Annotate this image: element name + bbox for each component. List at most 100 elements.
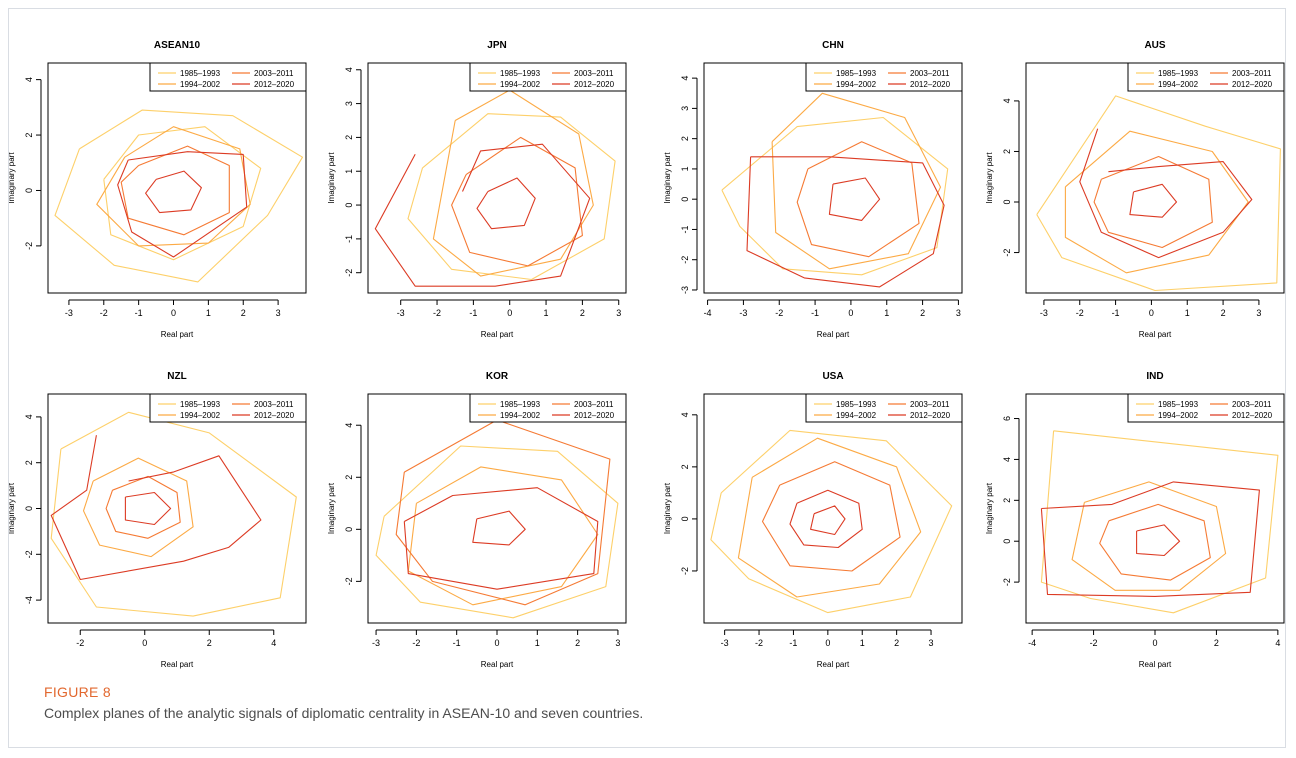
x-tick-label: 0 <box>494 638 499 648</box>
y-axis-label: Imaginary part <box>663 482 672 534</box>
series-line-2 <box>1099 503 1211 581</box>
x-tick-label: -1 <box>453 638 461 648</box>
legend-box <box>469 393 627 423</box>
x-axis-label: Real part <box>817 330 850 339</box>
y-tick-label: 2 <box>1002 498 1012 503</box>
legend-label: 2012–2020 <box>910 411 951 420</box>
y-tick-label: 3 <box>680 106 690 111</box>
series-line-1 <box>1064 130 1249 274</box>
y-tick-label: 3 <box>344 101 354 106</box>
y-tick-label: -4 <box>24 596 34 604</box>
x-tick-label: -4 <box>1028 638 1036 648</box>
series-line-0 <box>721 116 949 276</box>
x-tick-label: 0 <box>142 638 147 648</box>
y-tick-label: 4 <box>24 77 34 82</box>
chart-panel-kor: KOR -3 -2 -1 0 1 2 3 -2 0 2 4 Real part Imaginary par… <box>327 371 627 669</box>
legend-label: 1985–1993 <box>500 400 541 409</box>
legend-label: 2012–2020 <box>574 411 615 420</box>
series-line-3 <box>1040 481 1260 597</box>
chart-panel-usa: USA -3 -2 -1 0 1 2 3 -2 0 2 4 Real part Imaginary par… <box>663 371 963 669</box>
legend-label: 2003–2011 <box>1232 400 1272 409</box>
legend-box <box>149 393 307 423</box>
series-line-4 <box>1129 183 1178 218</box>
x-axis-label: Real part <box>161 330 194 339</box>
legend-label: 2012–2020 <box>254 411 295 420</box>
legend: 1985–1993 2003–2011 1994–2002 2012–2020 <box>149 62 307 92</box>
x-tick-label: 1 <box>544 308 549 318</box>
legend-label: 2012–2020 <box>574 80 615 89</box>
legend: 1985–1993 2003–2011 1994–2002 2012–2020 <box>805 62 963 92</box>
x-tick-label: 1 <box>860 638 865 648</box>
x-tick-label: -2 <box>755 638 763 648</box>
x-tick-label: -1 <box>1112 308 1120 318</box>
y-tick-label: 4 <box>344 423 354 428</box>
figure-caption: Complex planes of the analytic signals o… <box>44 705 644 721</box>
legend-label: 1994–2002 <box>1158 411 1199 420</box>
legend-label: 1985–1993 <box>836 69 877 78</box>
legend-label: 2003–2011 <box>574 400 614 409</box>
series-line-1 <box>1071 481 1227 591</box>
series-line-4 <box>472 510 526 546</box>
x-tick-label: 3 <box>616 308 621 318</box>
legend-label: 2012–2020 <box>910 80 951 89</box>
x-tick-label: 1 <box>535 638 540 648</box>
legend-label: 1985–1993 <box>1158 400 1199 409</box>
y-tick-label: 0 <box>344 203 354 208</box>
x-axis-label: Real part <box>481 660 514 669</box>
series-line-1 <box>407 466 599 606</box>
y-tick-label: 0 <box>344 527 354 532</box>
legend-box <box>805 393 963 423</box>
x-tick-label: -4 <box>704 308 712 318</box>
series-line-3 <box>746 156 945 288</box>
chart-title: KOR <box>486 371 509 382</box>
y-tick-label: -2 <box>1002 578 1012 586</box>
legend-label: 2012–2020 <box>1232 411 1273 420</box>
legend-label: 1994–2002 <box>836 80 877 89</box>
y-tick-label: 1 <box>344 169 354 174</box>
y-tick-label: 0 <box>680 516 690 521</box>
y-tick-label: -1 <box>680 225 690 233</box>
chart-title: JPN <box>487 40 506 51</box>
series-line-3 <box>403 487 599 590</box>
chart-title: IND <box>1146 371 1163 382</box>
chart-panel-jpn: JPN -3 -2 -1 0 1 2 3 -2 -1 0 1 2 3 4 Real part Imaginary… <box>327 40 627 339</box>
chart-panel-ind: IND -4 -2 0 2 4 -2 0 2 4 6 Real part Imaginary part 1… <box>985 371 1285 669</box>
series-line-1 <box>737 437 922 598</box>
y-tick-label: 0 <box>1002 200 1012 205</box>
x-tick-label: -1 <box>789 638 797 648</box>
legend-box <box>805 62 963 92</box>
x-tick-label: 0 <box>507 308 512 318</box>
x-tick-label: -2 <box>100 308 108 318</box>
series-line-2 <box>796 141 920 258</box>
x-tick-label: 1 <box>884 308 889 318</box>
x-tick-label: 2 <box>920 308 925 318</box>
y-tick-label: 4 <box>680 76 690 81</box>
legend-label: 1985–1993 <box>836 400 877 409</box>
chart-title: ASEAN10 <box>154 40 201 51</box>
legend-box <box>149 62 307 92</box>
series-line-1 <box>103 126 262 261</box>
x-tick-label: 0 <box>825 638 830 648</box>
y-tick-label: -1 <box>344 235 354 243</box>
series-line-4 <box>476 177 536 230</box>
x-tick-label: 0 <box>1149 308 1154 318</box>
chart-panel-asean10: ASEAN10 -3 -2 -1 0 1 2 3 -2 0 2 4 Real part Imaginary… <box>9 40 307 339</box>
x-tick-label: 0 <box>1152 638 1157 648</box>
x-tick-label: -2 <box>1076 308 1084 318</box>
legend-label: 1994–2002 <box>180 411 221 420</box>
x-tick-label: -2 <box>412 638 420 648</box>
y-axis-label: Imaginary part <box>985 482 994 534</box>
series-line-3 <box>374 143 591 287</box>
x-tick-label: 3 <box>276 308 281 318</box>
series-line-1 <box>82 457 194 558</box>
y-axis-label: Imaginary part <box>9 482 16 534</box>
x-tick-label: 0 <box>848 308 853 318</box>
series-line-4 <box>1136 524 1181 557</box>
legend-label: 2003–2011 <box>254 400 294 409</box>
legend-label: 1985–1993 <box>180 69 221 78</box>
series-line-4 <box>828 177 881 221</box>
x-axis-label: Real part <box>481 330 514 339</box>
y-tick-label: 0 <box>24 506 34 511</box>
legend-label: 1994–2002 <box>180 80 221 89</box>
series-line-2 <box>395 419 611 606</box>
